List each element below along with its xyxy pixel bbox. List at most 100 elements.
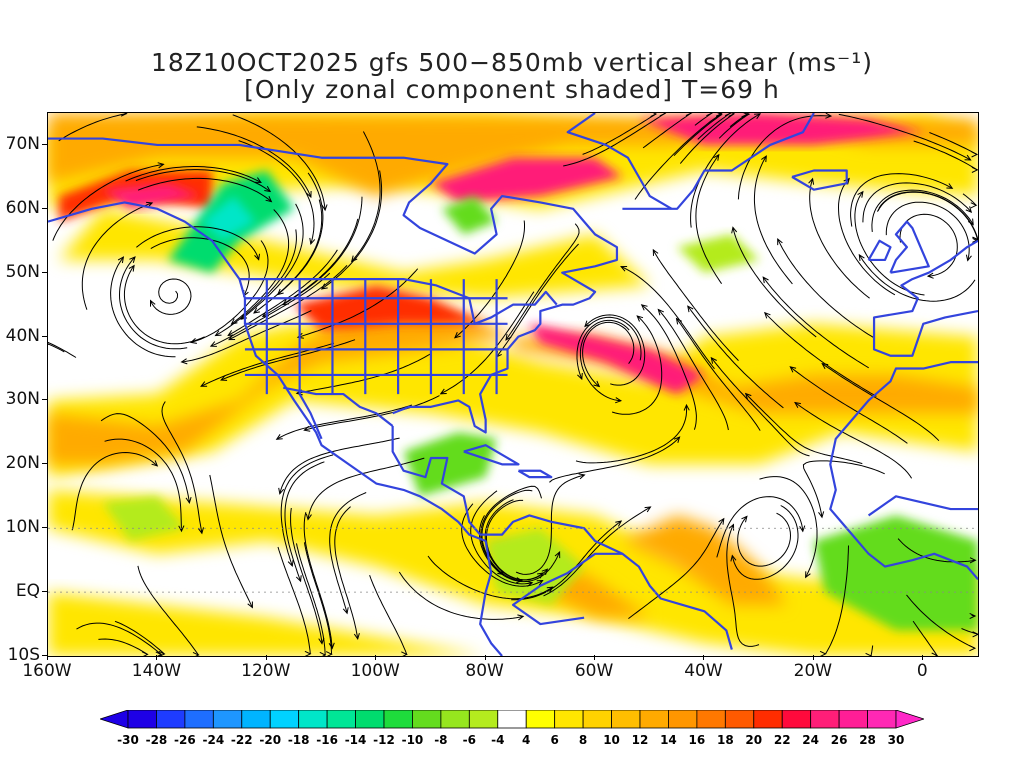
streamline: [52, 163, 164, 241]
colorbar-swatch: [639, 710, 669, 729]
streamline: [962, 193, 977, 206]
streamline: [58, 113, 127, 142]
colorbar-swatch: [412, 710, 442, 729]
streamline-arrow: [825, 113, 833, 119]
shear-region: [102, 496, 185, 542]
streamline-arrow: [644, 506, 652, 513]
streamline: [303, 542, 333, 655]
streamline: [543, 506, 651, 597]
chart-title: 18Z10OCT2025 gfs 500−850mb vertical shea…: [151, 48, 873, 77]
shear-region: [430, 157, 623, 203]
streamline-arrow: [789, 366, 797, 373]
streamline: [104, 438, 182, 532]
colorbar-swatch: [184, 710, 214, 729]
streamline: [628, 518, 725, 619]
colorbar-label: -24: [202, 733, 225, 747]
streamline-arrow: [761, 155, 767, 163]
streamline-arrow: [296, 332, 304, 339]
streamline-arrow: [965, 254, 972, 262]
lon-tick: [703, 655, 705, 660]
colorbar-label: 22: [773, 733, 791, 747]
streamline-arrow: [536, 579, 544, 586]
streamline: [280, 454, 334, 567]
streamline-arrow: [517, 614, 525, 621]
streamline-arrow: [965, 206, 973, 213]
streamline-arrow: [454, 332, 461, 339]
streamline-arrow: [821, 362, 829, 370]
colorbar-label: 6: [550, 733, 559, 747]
lon-label: 20W: [793, 661, 833, 681]
streamline-arrow: [321, 204, 328, 212]
streamline: [454, 220, 525, 339]
lat-label: 40N: [5, 325, 40, 346]
streamline-arrow: [328, 642, 335, 650]
lat-tick: [42, 591, 47, 593]
streamline-arrow: [214, 330, 222, 337]
shear-region: [48, 113, 978, 197]
lat-tick: [42, 207, 47, 209]
lat-tick: [42, 527, 47, 529]
streamline: [897, 538, 976, 563]
lon-label: 160W: [22, 661, 72, 681]
streamline-arrow: [305, 513, 312, 521]
colorbar-label: 26: [830, 733, 848, 747]
lon-label: 0: [916, 661, 928, 681]
zonal-shear-shading: [48, 113, 978, 656]
colorbar-swatch: [326, 710, 356, 729]
streamline: [150, 237, 250, 297]
colorbar-low-arrow: [100, 710, 129, 729]
streamline: [673, 114, 722, 157]
colorbar: [100, 710, 924, 729]
streamline-arrow: [192, 651, 200, 656]
colorbar-label: -6: [462, 733, 476, 747]
colorbar-label: -22: [230, 733, 253, 747]
streamline: [215, 229, 297, 336]
streamline-arrow: [150, 299, 156, 307]
colorbar-label: 4: [522, 733, 531, 747]
colorbar-swatch: [269, 710, 300, 729]
streamline-arrow: [319, 651, 327, 656]
shear-region: [294, 285, 486, 331]
streamline: [307, 457, 425, 520]
streamline-arrow: [180, 358, 188, 365]
streamline: [877, 191, 978, 242]
streamline: [303, 512, 333, 649]
colorbar-swatch: [156, 710, 186, 729]
streamline-arrow: [505, 333, 512, 341]
colorbar-label: -26: [174, 733, 196, 747]
streamline: [777, 238, 875, 339]
streamline-arrow: [185, 496, 192, 505]
streamline-arrow: [972, 631, 978, 638]
streamline-arrow: [526, 580, 534, 587]
lat-tick: [42, 143, 47, 145]
streamline-arrow: [117, 256, 125, 264]
colorbar-swatch: [582, 710, 612, 729]
colorbar-swatch: [781, 710, 812, 729]
streamline-arrow: [146, 201, 154, 208]
colorbar-swatch: [525, 710, 556, 729]
colorbar-label: 28: [859, 733, 876, 747]
streamline-arrow: [254, 253, 260, 261]
colorbar-swatch: [696, 710, 726, 729]
streamline: [582, 321, 635, 387]
colorbar-swatch: [468, 710, 499, 729]
streamline: [854, 191, 925, 296]
lon-label: 40W: [684, 661, 723, 681]
streamline: [290, 507, 323, 644]
shear-region: [529, 323, 705, 395]
streamline: [98, 638, 148, 655]
lon-label: 120W: [241, 661, 291, 681]
lon-label: 100W: [350, 661, 400, 681]
lon-tick: [812, 655, 814, 660]
streamline: [238, 140, 315, 245]
streamline: [48, 343, 65, 353]
streamline-arrow: [178, 525, 185, 533]
lat-label: 70N: [5, 133, 40, 154]
lon-tick: [156, 655, 158, 660]
colorbar-label: -20: [259, 733, 282, 747]
streamline: [549, 436, 680, 483]
streamline: [505, 223, 580, 341]
streamline-arrow: [264, 185, 272, 193]
shear-region: [441, 196, 497, 235]
streamline-arrow: [48, 343, 50, 346]
